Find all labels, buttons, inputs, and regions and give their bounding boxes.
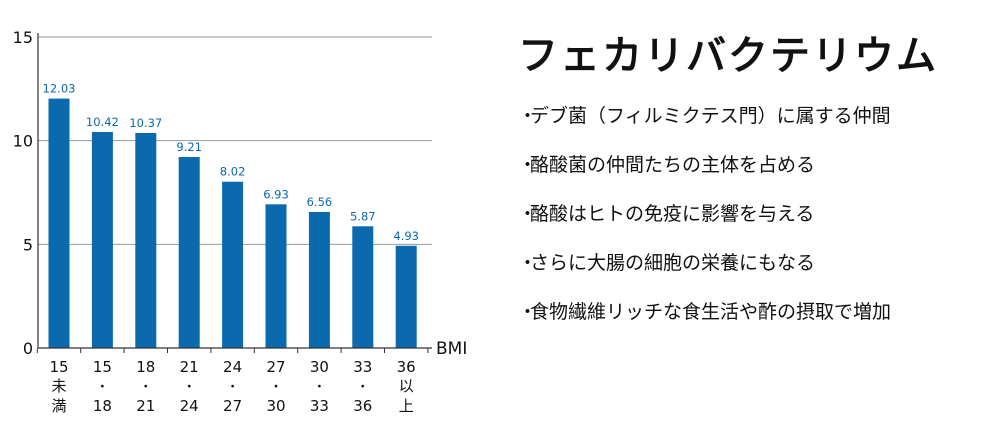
bullet-marker: ・	[518, 105, 538, 127]
x-tick-label: ・	[269, 380, 282, 395]
bar	[308, 211, 330, 348]
x-tick-label: ・	[226, 380, 239, 395]
x-tick-label: 21	[180, 358, 199, 376]
panel-title: フェカリバクテリウム	[518, 33, 938, 79]
x-tick-label: 27	[223, 397, 242, 415]
x-tick-label: 15	[49, 358, 68, 376]
x-tick-label: 36	[397, 358, 416, 376]
y-tick-label: 0	[23, 339, 33, 358]
bar	[222, 181, 244, 348]
x-axis-label: BMI	[436, 339, 467, 359]
x-tick-label: 24	[223, 358, 242, 376]
x-tick-label: 33	[310, 397, 329, 415]
x-tick-label: 18	[93, 397, 112, 415]
bar	[91, 131, 113, 348]
x-tick-label: 満	[51, 397, 66, 415]
x-tick-label: ・	[313, 380, 326, 395]
list-item-text: さらに大腸の細胞の栄養にもなる	[530, 252, 816, 274]
axes	[36, 33, 432, 353]
bar	[178, 157, 200, 348]
x-tick-label: 24	[180, 397, 199, 415]
x-tick-label: 21	[136, 397, 155, 415]
bullet-marker: ・	[518, 252, 538, 274]
bar	[135, 132, 157, 348]
x-tick-label: 上	[399, 397, 414, 415]
list-item-text: デブ菌（フィルミクテス門）に属する仲間	[530, 105, 891, 127]
bullet-marker: ・	[518, 301, 538, 323]
list-item: ・食物繊維リッチな食生活や酢の摂取で増加	[518, 300, 978, 324]
x-tick-label: 36	[353, 397, 372, 415]
x-tick-label: ・	[96, 380, 109, 395]
list-item: ・デブ菌（フィルミクテス門）に属する仲間	[518, 104, 978, 128]
data-label: 10.42	[86, 115, 119, 129]
data-label: 4.93	[393, 229, 419, 243]
y-tick-labels: 0 5 10 15	[13, 28, 33, 358]
list-item-text: 酪酸菌の仲間たちの主体を占める	[530, 154, 816, 176]
data-labels: 12.03 10.42 10.37 9.21 8.02 6.93 6.56 5.87 4.93	[43, 82, 419, 243]
x-tick-label: 33	[353, 358, 372, 376]
data-label: 9.21	[176, 140, 202, 154]
info-panel: フェカリバクテリウム ・デブ菌（フィルミクテス門）に属する仲間 ・酪酸菌の仲間た…	[518, 30, 978, 349]
x-tick-label: ・	[139, 380, 152, 395]
list-item: ・酪酸菌の仲間たちの主体を占める	[518, 153, 978, 177]
data-label: 8.02	[220, 165, 246, 179]
data-label: 5.87	[350, 209, 376, 223]
data-label: 6.93	[263, 187, 289, 201]
y-tick-label: 15	[13, 28, 33, 47]
x-tick-label: 未	[51, 377, 66, 395]
x-tick-label: 30	[310, 358, 329, 376]
x-tick-label: ・	[356, 380, 369, 395]
y-tick-label: 10	[13, 132, 33, 151]
x-tick-label: ・	[183, 380, 196, 395]
list-item-text: 食物繊維リッチな食生活や酢の摂取で増加	[530, 301, 892, 323]
bar	[48, 98, 70, 348]
bars	[48, 98, 417, 348]
x-tick-label: 15	[93, 358, 112, 376]
bar	[395, 245, 417, 348]
x-tick-label: 以	[399, 377, 414, 395]
y-tick-label: 5	[23, 235, 33, 254]
bar	[352, 226, 374, 348]
x-tick-label: 18	[136, 358, 155, 376]
bullet-marker: ・	[518, 203, 538, 225]
bar	[265, 204, 287, 348]
list-item: ・さらに大腸の細胞の栄養にもなる	[518, 251, 978, 275]
list-item-text: 酪酸はヒトの免疫に影響を与える	[530, 203, 815, 225]
bullet-marker: ・	[518, 154, 538, 176]
x-tick-labels: 15未満15・1818・2121・2424・2727・3030・3333・363…	[49, 358, 415, 415]
data-label: 10.37	[129, 116, 162, 130]
data-label: 6.56	[307, 195, 333, 209]
x-tick-label: 27	[266, 358, 285, 376]
x-tick-label: 30	[266, 397, 285, 415]
data-label: 12.03	[43, 82, 76, 96]
list-item: ・酪酸はヒトの免疫に影響を与える	[518, 202, 978, 226]
bullet-list: ・デブ菌（フィルミクテス門）に属する仲間 ・酪酸菌の仲間たちの主体を占める ・酪…	[518, 104, 978, 324]
